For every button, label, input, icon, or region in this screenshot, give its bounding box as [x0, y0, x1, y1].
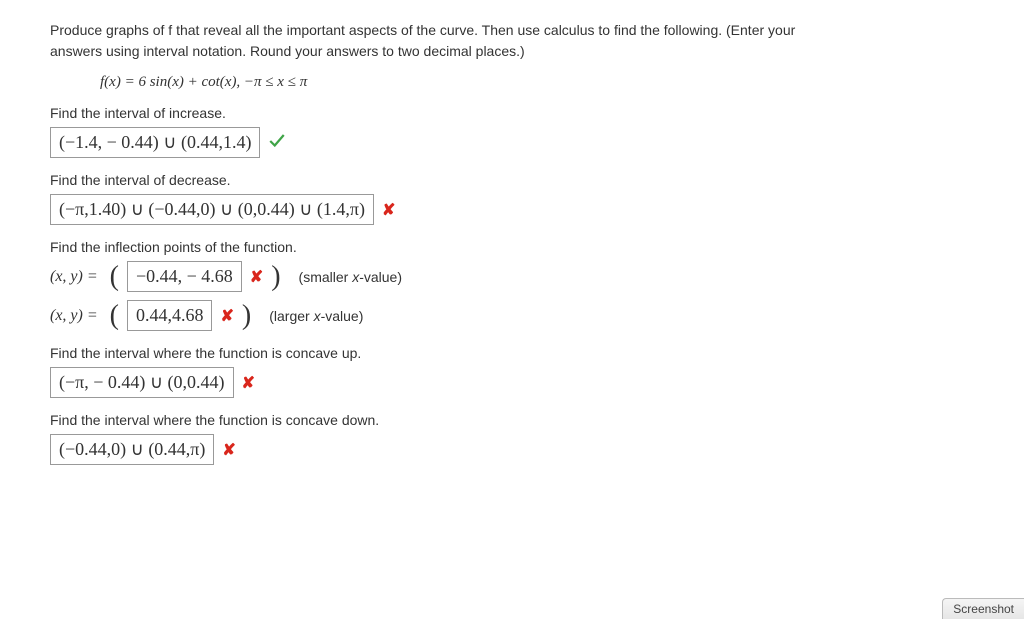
screenshot-button[interactable]: Screenshot [942, 598, 1024, 619]
x-icon: ✘ [382, 200, 395, 220]
hint-smaller: (smaller x-value) [299, 269, 402, 285]
answer-row-concave-up: (−π, − 0.44) ∪ (0,0.44) ✘ [50, 367, 974, 398]
prompt-concave-down: Find the interval where the function is … [50, 412, 974, 428]
intro-line2: answers using interval notation. Round y… [50, 43, 525, 59]
prompt-increase: Find the interval of increase. [50, 105, 974, 121]
answer-box-inflection-2[interactable]: 0.44,4.68 [127, 300, 213, 331]
answer-row-increase: (−1.4, − 0.44) ∪ (0.44,1.4) [50, 127, 974, 158]
xy-label-2: (x, y) = [50, 307, 98, 325]
prompt-inflection: Find the inflection points of the functi… [50, 239, 974, 255]
answer-box-increase[interactable]: (−1.4, − 0.44) ∪ (0.44,1.4) [50, 127, 260, 158]
prompt-concave-up: Find the interval where the function is … [50, 345, 974, 361]
function-definition: f(x) = 6 sin(x) + cot(x), −π ≤ x ≤ π [100, 74, 974, 91]
x-icon: ✘ [242, 373, 255, 393]
hint-larger: (larger x-value) [269, 308, 363, 324]
answer-box-concave-up[interactable]: (−π, − 0.44) ∪ (0,0.44) [50, 367, 234, 398]
x-icon: ✘ [222, 440, 235, 460]
answer-row-inflection-2: (x, y) = ( 0.44,4.68 ✘ ) (larger x-value… [50, 300, 974, 331]
intro-line1: Produce graphs of f that reveal all the … [50, 22, 795, 38]
xy-label-1: (x, y) = [50, 268, 98, 286]
answer-row-inflection-1: (x, y) = ( −0.44, − 4.68 ✘ ) (smaller x-… [50, 261, 974, 292]
open-paren-2: ( [110, 302, 119, 330]
close-paren-1: ) [271, 263, 280, 291]
answer-box-decrease[interactable]: (−π,1.40) ∪ (−0.44,0) ∪ (0,0.44) ∪ (1.4,… [50, 194, 374, 225]
answer-row-concave-down: (−0.44,0) ∪ (0.44,π) ✘ [50, 434, 974, 465]
close-paren-2: ) [242, 302, 251, 330]
prompt-decrease: Find the interval of decrease. [50, 172, 974, 188]
intro-text: Produce graphs of f that reveal all the … [50, 20, 974, 62]
check-icon [268, 132, 286, 153]
open-paren-1: ( [110, 263, 119, 291]
answer-box-concave-down[interactable]: (−0.44,0) ∪ (0.44,π) [50, 434, 214, 465]
x-icon: ✘ [250, 267, 263, 287]
x-icon: ✘ [220, 306, 233, 326]
answer-row-decrease: (−π,1.40) ∪ (−0.44,0) ∪ (0,0.44) ∪ (1.4,… [50, 194, 974, 225]
question-container: Produce graphs of f that reveal all the … [0, 0, 1024, 489]
answer-box-inflection-1[interactable]: −0.44, − 4.68 [127, 261, 242, 292]
